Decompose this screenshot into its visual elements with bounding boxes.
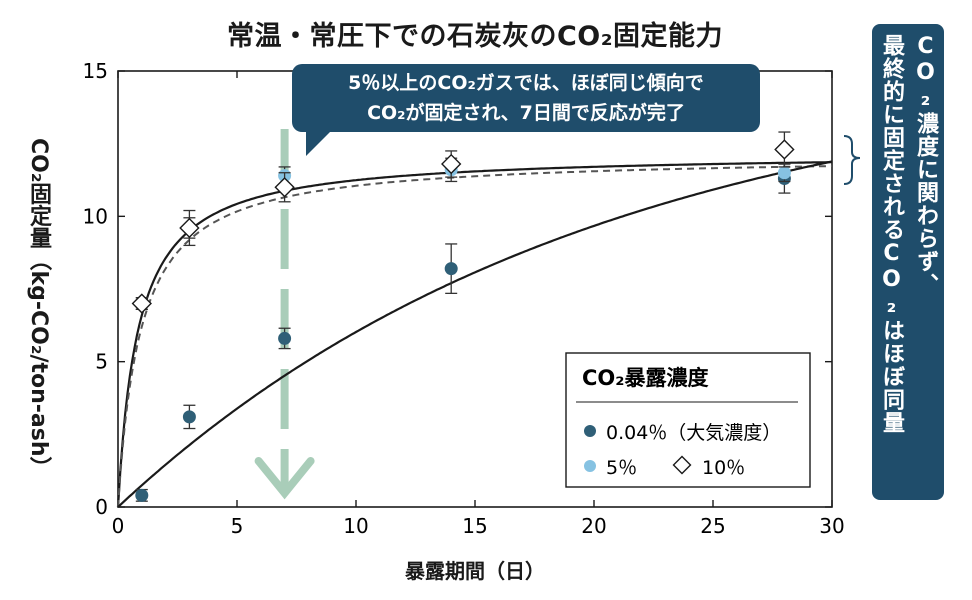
axis-ticks: 0 5 10 15 20 25 30 0 5 10 15 (83, 59, 845, 538)
legend-marker-1 (584, 460, 596, 472)
x-tick-label: 15 (462, 514, 487, 538)
diamond-marker (441, 153, 462, 175)
chart-title: 常温・常圧下での石炭灰のCO₂固定能力 (226, 21, 724, 52)
series-2-point-1 (179, 209, 200, 247)
side-note-annotation: CO₂濃度に関わらず、 最終的に固定されるCO₂はほぼ同量 (872, 24, 944, 500)
x-axis-label: 暴露期間（日） (405, 559, 545, 583)
legend: CO₂暴露濃度 0.04％（大気濃度） 5％ 10％ (565, 352, 811, 488)
circle-marker (135, 488, 149, 502)
series-2-point-3 (441, 150, 462, 178)
fit-curve-high-conc (116, 161, 832, 508)
fit-curve-dashed (117, 165, 832, 508)
x-tick-label: 20 (581, 514, 606, 538)
legend-entry-1: 5％ (606, 457, 637, 479)
side-note-line-2: 最終的に固定されるCO₂はほぼ同量 (879, 34, 904, 434)
callout-line-2: CO₂が固定され、7日間で反応が完了 (367, 102, 685, 124)
x-tick-label: 5 (231, 514, 244, 538)
circle-marker (444, 262, 458, 276)
y-tick-label: 10 (83, 204, 108, 228)
legend-marker-2 (672, 455, 692, 475)
series-0-point-3 (444, 243, 458, 295)
data-points (131, 131, 795, 502)
right-bracket-icon (843, 135, 861, 185)
diamond-marker (179, 217, 200, 239)
y-tick-label: 0 (95, 495, 108, 519)
side-note-line-1: CO₂濃度に関わらず、 (913, 34, 938, 296)
diamond-marker (131, 293, 152, 314)
circle-marker (278, 331, 292, 345)
circle-marker (182, 410, 196, 424)
legend-marker-0 (584, 425, 596, 437)
fit-curves (116, 160, 833, 508)
series-0-point-2 (278, 327, 292, 350)
legend-title: CO₂暴露濃度 (582, 366, 708, 390)
y-tick-label: 15 (83, 59, 108, 83)
arrow-head-icon (254, 457, 315, 500)
series-2-point-0 (131, 293, 152, 314)
diamond-marker (774, 139, 795, 160)
callout-line-1: 5％以上のCO₂ガスでは、ほぼ同じ傾向で (348, 72, 704, 94)
x-tick-label: 30 (819, 514, 844, 538)
series-2-point-4 (774, 131, 795, 168)
x-tick-label: 25 (700, 514, 725, 538)
x-tick-label: 10 (343, 514, 368, 538)
legend-entry-0: 0.04％（大気濃度） (606, 422, 781, 444)
diamond-marker (274, 177, 295, 198)
series-2-point-2 (274, 172, 295, 203)
legend-entry-2: 10％ (702, 457, 745, 479)
callout-annotation: 5％以上のCO₂ガスでは、ほぼ同じ傾向で CO₂が固定され、7日間で反応が完了 (292, 64, 760, 156)
y-axis-label: CO₂固定量（kg-CO₂/ton-ash） (26, 137, 51, 479)
y-tick-label: 5 (95, 350, 108, 374)
series-0-point-1 (182, 404, 196, 430)
series-0-point-0 (135, 488, 149, 502)
x-tick-label: 0 (112, 514, 125, 538)
circle-marker (777, 166, 791, 180)
fit-curve-atmospheric (117, 160, 833, 508)
